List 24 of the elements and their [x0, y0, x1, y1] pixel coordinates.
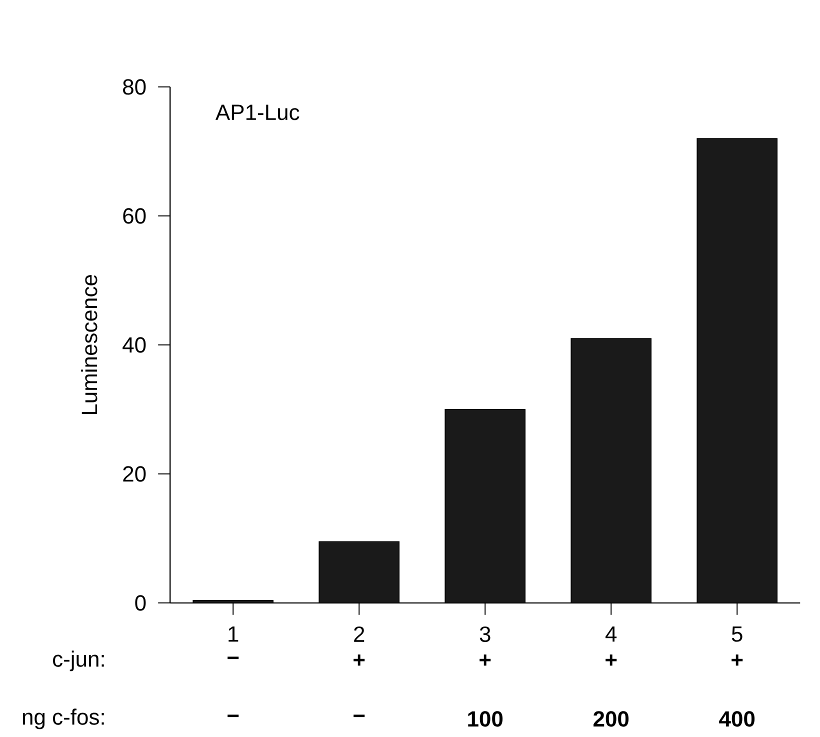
text: ng c-fos:: [22, 708, 104, 730]
x-tick-label: 2: [354, 626, 364, 642]
x-tick-label: 1: [228, 626, 238, 642]
text: −: [354, 714, 365, 718]
y-tick-label: 40: [122, 337, 146, 353]
text: +: [606, 654, 617, 666]
text: 200: [594, 711, 629, 727]
y-tick-label: 80: [123, 79, 146, 95]
y-tick-label: 20: [123, 466, 146, 482]
y-axis-title: Luminescence: [81, 275, 98, 414]
text: +: [354, 654, 365, 666]
y-tick-label: 60: [123, 208, 146, 224]
text: +: [732, 654, 743, 666]
text: +: [480, 654, 491, 666]
y-tick-label: 0: [135, 595, 146, 611]
text: −: [228, 656, 239, 660]
x-tick-label: 5: [732, 626, 742, 642]
text: AP1-Luc: [215, 105, 300, 120]
x-tick-label: 3: [480, 626, 490, 642]
text: −: [228, 714, 239, 718]
x-tick-label: 4: [605, 626, 617, 642]
text: 400: [719, 711, 755, 727]
text: c-jun:: [53, 650, 104, 672]
text: 100: [468, 711, 503, 727]
